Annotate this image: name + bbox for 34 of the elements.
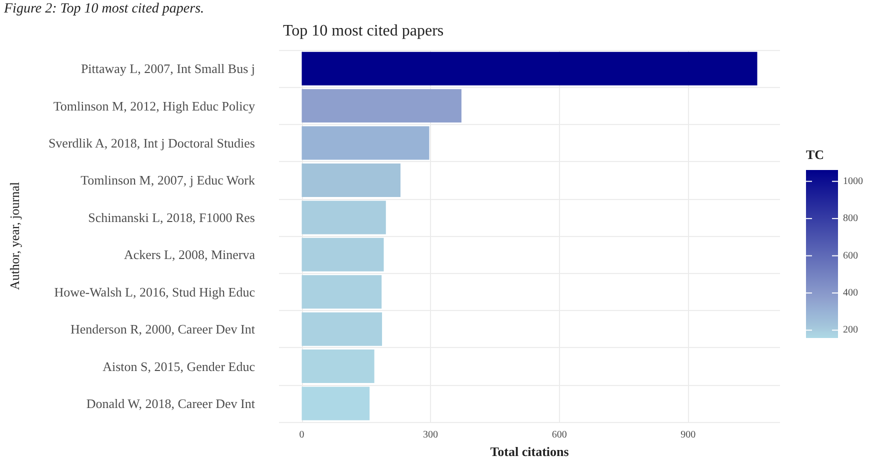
bar [302,126,430,160]
bar [302,89,462,123]
bar [302,275,382,309]
x-tick-label: 900 [680,430,696,441]
x-tick-label: 300 [423,430,438,441]
bar [302,52,758,86]
bar [302,238,384,272]
y-tick-label: Schimanski L, 2018, F1000 Res [88,210,255,225]
bar [302,386,370,420]
y-axis-title: Author, year, journal [7,182,22,290]
x-tick-label: 0 [299,430,304,441]
y-tick-label: Sverdlik A, 2018, Int j Doctoral Studies [48,136,255,151]
x-axis-title: Total citations [490,444,569,459]
bar [302,350,374,384]
bar [302,312,382,346]
y-tick-label: Henderson R, 2000, Career Dev Int [70,322,256,337]
color-bar-label: 800 [843,213,858,224]
y-tick-label: Ackers L, 2008, Minerva [124,247,256,262]
color-bar-title: TC [806,147,824,162]
bar [302,200,386,234]
x-tick-label: 600 [552,430,567,441]
caption: Figure 2: Top 10 most cited papers. [3,2,204,16]
color-bar-label: 200 [843,324,858,336]
color-bar-label: 1000 [843,176,863,187]
bar [302,163,400,197]
y-tick-label: Pittaway L, 2007, Int Small Bus j [80,61,255,76]
color-bar-label: 600 [843,250,858,262]
y-tick-label: Tomlinson M, 2012, High Educ Policy [53,98,256,114]
chart-title: Top 10 most cited papers [283,22,444,40]
y-tick-label: Aiston S, 2015, Gender Educ [102,358,256,374]
y-tick-label: Howe-Walsh L, 2016, Stud High Educ [54,284,256,300]
y-tick-label: Donald W, 2018, Career Dev Int [86,396,256,411]
y-tick-label: Tomlinson M, 2007, j Educ Work [80,172,256,188]
color-bar-label: 400 [843,287,858,298]
